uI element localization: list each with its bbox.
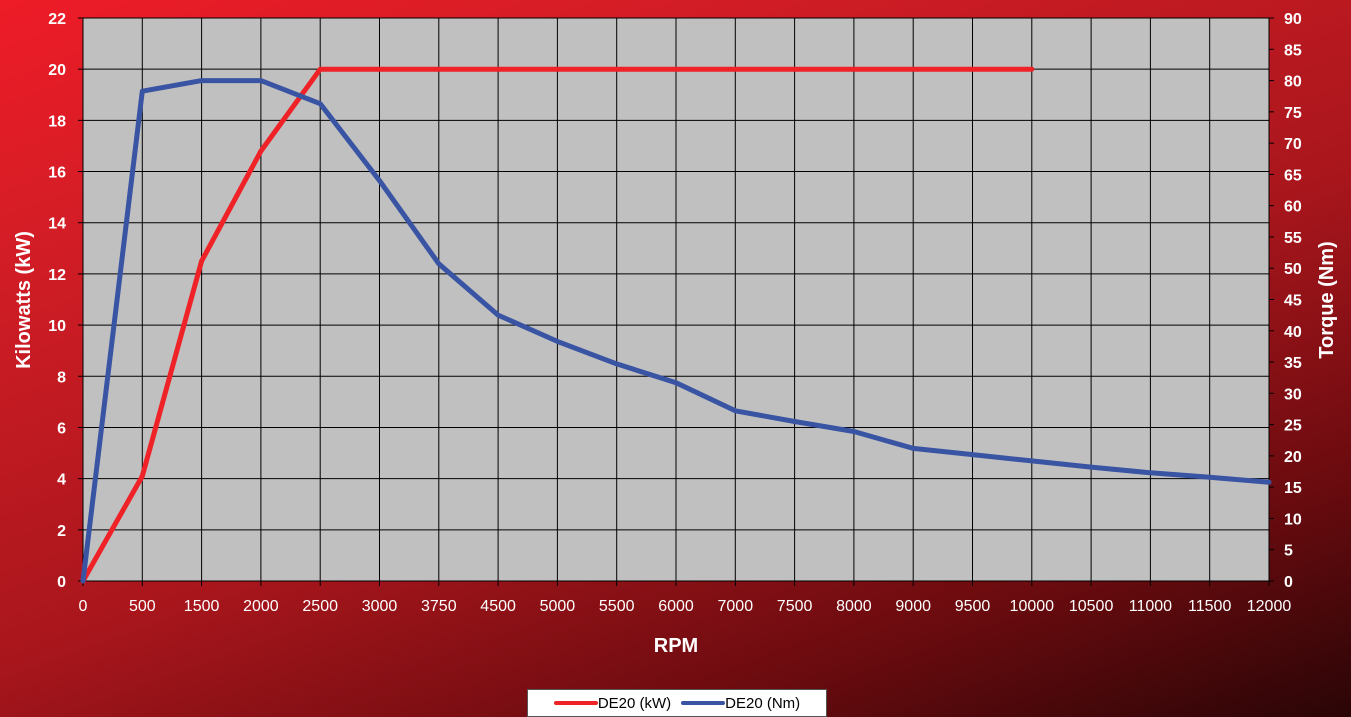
x-tick-label: 5000 [540,598,576,615]
y2-tick-label: 5 [1284,543,1293,560]
x-tick-label: 10000 [1010,598,1055,615]
legend-swatch-kw [554,701,598,705]
y2-tick-label: 80 [1284,74,1302,91]
x-tick-label: 0 [79,598,88,615]
legend-label-nm: DE20 (Nm) [725,695,800,712]
legend-item-kw: DE20 (kW) [554,695,671,712]
x-tick-label: 3000 [362,598,398,615]
y2-tick-label: 60 [1284,199,1302,216]
y2-tick-label: 20 [1284,449,1302,466]
x-axis-title: RPM [654,635,698,657]
y2-tick-label: 30 [1284,386,1302,403]
x-tick-label: 8000 [836,598,872,615]
y2-tick-label: 90 [1284,11,1302,28]
y-tick-label: 14 [48,216,66,233]
x-tick-label: 11500 [1188,598,1231,615]
x-tick-label: 4500 [480,598,516,615]
y2-tick-label: 70 [1284,136,1302,153]
x-tick-label: 2500 [302,598,338,615]
x-tick-label: 2000 [243,598,279,615]
x-tick-label: 5500 [599,598,635,615]
y2-tick-label: 45 [1284,293,1302,310]
x-tick-label: 9500 [955,598,991,615]
legend-label-kw: DE20 (kW) [598,695,671,712]
y-tick-label: 18 [48,113,66,130]
y-tick-label: 0 [57,574,66,591]
y-axis-title: Kilowatts (kW) [13,231,35,369]
y-tick-label: 22 [48,11,66,28]
x-tick-label: 10500 [1069,598,1114,615]
x-tick-label: 500 [129,598,156,615]
y2-tick-label: 35 [1284,355,1302,372]
y2-tick-label: 25 [1284,418,1302,435]
x-tick-label: 12000 [1247,598,1292,615]
y2-tick-label: 0 [1284,574,1293,591]
y-tick-label: 6 [57,420,66,437]
y-tick-label: 8 [57,369,66,386]
y-tick-label: 10 [48,318,66,335]
legend: DE20 (kW) DE20 (Nm) [527,689,827,717]
y2-tick-label: 85 [1284,42,1302,59]
y2-tick-label: 55 [1284,230,1302,247]
x-tick-label: 1500 [184,598,220,615]
y-tick-label: 20 [48,62,66,79]
y2-tick-label: 15 [1284,480,1302,497]
x-tick-label: 7000 [718,598,754,615]
y2-tick-label: 40 [1284,324,1302,341]
y2-tick-label: 50 [1284,261,1302,278]
legend-swatch-nm [681,701,725,705]
y-tick-label: 2 [57,523,66,540]
x-tick-label: 9000 [895,598,931,615]
y2-tick-label: 10 [1284,511,1302,528]
y2-axis-title: Torque (Nm) [1316,241,1338,358]
legend-item-nm: DE20 (Nm) [681,695,800,712]
x-tick-label: 6000 [658,598,694,615]
x-tick-label: 3750 [421,598,457,615]
y2-tick-label: 75 [1284,105,1302,122]
y2-tick-label: 65 [1284,167,1302,184]
x-tick-label: 7500 [777,598,813,615]
y-tick-label: 12 [48,267,66,284]
x-tick-label: 11000 [1129,598,1172,615]
y-tick-label: 4 [57,472,66,489]
y-tick-label: 16 [48,165,66,182]
